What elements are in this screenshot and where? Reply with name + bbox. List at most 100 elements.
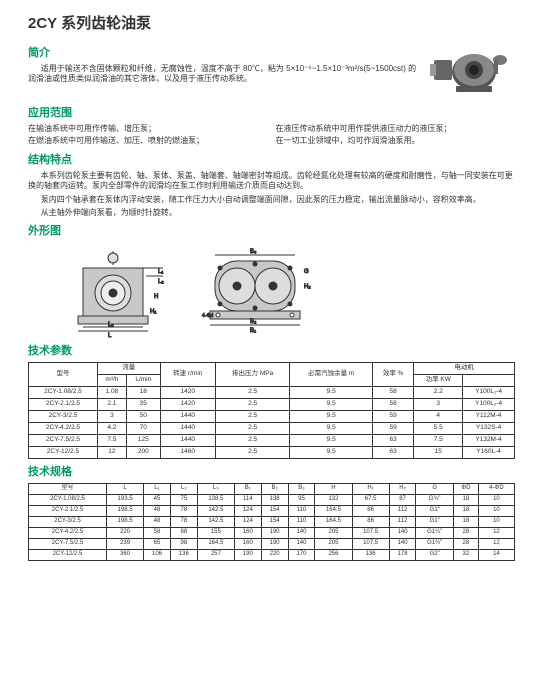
table-row: 2CY-4.2/2.54.27014402.59.5595.5Y132S-4 <box>29 423 515 435</box>
table-cell: 110 <box>288 506 315 517</box>
table-cell: 124 <box>234 506 261 517</box>
table-cell: 63 <box>373 435 414 447</box>
table-cell: 9.5 <box>290 387 373 399</box>
table-cell: 28 <box>453 528 478 539</box>
table-cell: 1440 <box>160 411 215 423</box>
table-cell: 360 <box>106 550 143 561</box>
table-cell: 142.5 <box>197 506 234 517</box>
table-header: G <box>416 484 453 495</box>
table-cell: 12 <box>97 447 126 459</box>
dimensional-drawings: L₁ L₂ H H₁ L L₃ 4-Φd B₃ <box>58 243 515 338</box>
section-title-dims: 外形图 <box>28 224 515 238</box>
th-kw: 功率 KW <box>414 375 463 387</box>
table-cell: 86 <box>352 506 389 517</box>
table-cell: 2CY-3/2.5 <box>29 411 98 423</box>
table-row: 2CY-12/2.51220014602.59.56315Y160L-4 <box>29 447 515 459</box>
table-cell: 124 <box>234 517 261 528</box>
table-cell: 18 <box>453 517 478 528</box>
svg-text:L₂: L₂ <box>158 279 164 285</box>
table-cell: G¾" <box>416 495 453 506</box>
table-cell: 2.5 <box>215 387 289 399</box>
specs-table: 型号LL₁L₂L₃B₁B₂B₃HH₁H₂GΦD4-ΦD 2CY-1.08/2.5… <box>28 483 515 561</box>
table-header: H₂ <box>389 484 416 495</box>
table-cell: 198.5 <box>106 506 143 517</box>
svg-text:L₃: L₃ <box>108 322 114 328</box>
table-header: B₂ <box>261 484 288 495</box>
table-cell: 164.5 <box>197 539 234 550</box>
table-cell: 10 <box>478 506 514 517</box>
table-cell: 9.5 <box>290 435 373 447</box>
table-cell: 1440 <box>160 435 215 447</box>
table-cell: 78 <box>170 517 197 528</box>
table-header: B₁ <box>234 484 261 495</box>
table-cell: 2CY-3/2.5 <box>29 517 107 528</box>
table-cell: 136 <box>352 550 389 561</box>
table-cell: 198.5 <box>106 517 143 528</box>
table-cell: 10 <box>478 495 514 506</box>
table-cell: 190 <box>234 550 261 561</box>
table-row: 2CY-2.1/2.5198.54878142.5124154110164.58… <box>29 506 515 517</box>
table-cell: 138 <box>261 495 288 506</box>
section-title-params: 技术参数 <box>28 344 515 358</box>
table-cell: 136 <box>170 550 197 561</box>
table-cell: 9.5 <box>290 411 373 423</box>
table-cell: 220 <box>106 528 143 539</box>
table-cell: G1½" <box>416 539 453 550</box>
table-row: 2CY-4.2/2.52205888155160190140205107.514… <box>29 528 515 539</box>
table-cell: 95 <box>288 495 315 506</box>
app-item: 在燃油系统中可用作输送、加压、喷射的燃油泵； <box>28 136 268 146</box>
table-cell: 154 <box>261 517 288 528</box>
table-cell: 107.5 <box>352 539 389 550</box>
table-cell: 2CY-7.5/2.5 <box>29 539 107 550</box>
table-cell: 138.5 <box>197 495 234 506</box>
table-cell: 2.5 <box>215 435 289 447</box>
table-cell: 178 <box>389 550 416 561</box>
table-cell: 106 <box>144 550 171 561</box>
table-cell: 70 <box>126 423 160 435</box>
table-row: 2CY-3/2.535014402.59.5594Y112M-4 <box>29 411 515 423</box>
structure-p3: 从主轴外伸端向泵看，为顺时针旋转。 <box>28 208 515 218</box>
table-cell: 2CY-4.2/2.5 <box>29 528 107 539</box>
svg-text:H: H <box>154 294 158 300</box>
table-header: L <box>106 484 143 495</box>
svg-text:B₃: B₃ <box>250 249 257 255</box>
table-cell: 140 <box>288 528 315 539</box>
table-header: L₂ <box>170 484 197 495</box>
table-cell: 18 <box>453 495 478 506</box>
th-rpm: 转速 r/min <box>160 363 215 387</box>
table-cell: 1.08 <box>97 387 126 399</box>
table-cell: 164.5 <box>315 506 352 517</box>
table-cell: 63 <box>373 447 414 459</box>
table-row: 2CY-2.1/2.52.13514202.59.5583Y100L₂-4 <box>29 399 515 411</box>
table-cell: G2" <box>416 550 453 561</box>
table-cell: 239 <box>106 539 143 550</box>
applications-grid: 在输油系统中可用作传输、增压泵； 在液压传动系统中可用作提供液压动力的液压泵； … <box>28 124 515 147</box>
table-cell: 86 <box>352 517 389 528</box>
table-cell: 140 <box>389 528 416 539</box>
table-cell: 2.2 <box>414 387 463 399</box>
table-header: 4-ΦD <box>478 484 514 495</box>
structure-p2: 泵内四个轴承套在泵体内浮动安装，随工作压力大小自动调整端面间隙，因此泵的压力稳定… <box>28 195 515 205</box>
table-cell: 2CY-4.2/2.5 <box>29 423 98 435</box>
table-header: H <box>315 484 352 495</box>
params-table: 型号 流量 转速 r/min 排出压力 MPa 必需汽蚀余量 m 效率 % 电动… <box>28 362 515 459</box>
table-header: B₃ <box>288 484 315 495</box>
table-cell: Y100L₁-4 <box>463 387 515 399</box>
table-cell: 190 <box>261 539 288 550</box>
table-cell: 142.5 <box>197 517 234 528</box>
table-cell: 32 <box>453 550 478 561</box>
table-header: H₁ <box>352 484 389 495</box>
table-cell: 112 <box>389 517 416 528</box>
table-cell: 164.5 <box>315 517 352 528</box>
table-cell: 3 <box>97 411 126 423</box>
svg-text:B₂: B₂ <box>250 319 257 325</box>
table-cell: 9.5 <box>290 447 373 459</box>
th-npsh: 必需汽蚀余量 m <box>290 363 373 387</box>
svg-text:B₁: B₁ <box>250 328 256 334</box>
table-cell: G1" <box>416 506 453 517</box>
table-cell: 1440 <box>160 423 215 435</box>
table-cell: 1460 <box>160 447 215 459</box>
intro-row: 简介 适用于输送不含固体颗粒和纤维，无腐蚀性，温度不高于 80℃，粘为 5×10… <box>28 40 515 100</box>
table-row: 2CY-3/2.5198.54878142.5124154110164.5861… <box>29 517 515 528</box>
table-cell: 48 <box>144 517 171 528</box>
